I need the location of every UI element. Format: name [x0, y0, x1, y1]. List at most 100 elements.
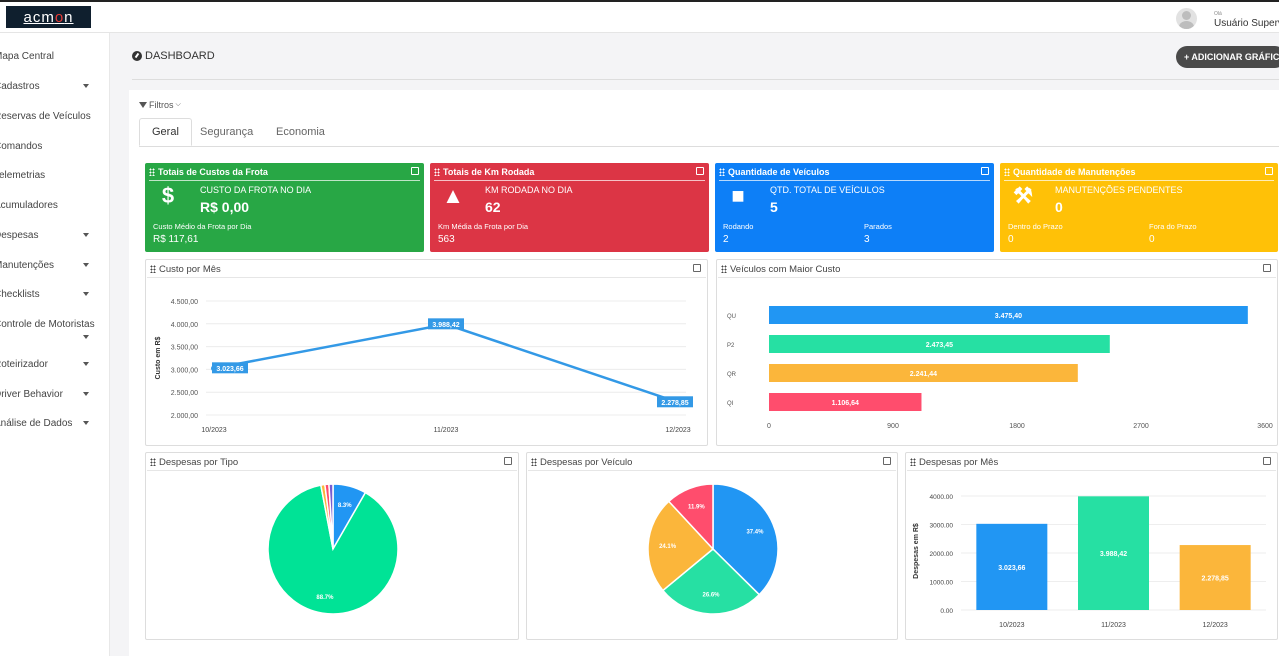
caret-down-icon [83, 233, 89, 237]
sidebar-item-2[interactable]: Reservas de Veículos [0, 111, 110, 122]
edit-icon[interactable] [696, 167, 704, 175]
bar[interactable] [769, 393, 922, 411]
edit-icon[interactable] [693, 264, 701, 272]
sidebar-item-0[interactable]: Mapa Central [0, 51, 110, 62]
bar[interactable] [1179, 545, 1251, 610]
pie-slice[interactable] [328, 483, 334, 550]
pie-slice[interactable] [267, 484, 399, 615]
sidebar-item-6[interactable]: Despesas [0, 230, 110, 241]
panel-despesas-por-veiculo: Despesas por Veículo 37.4% 26.6% 24.1% 11.9… [526, 452, 898, 640]
edit-icon[interactable] [1263, 264, 1271, 272]
tab-seguranca[interactable]: Segurança [200, 126, 254, 138]
panel-title: Custo por Mês [150, 264, 221, 275]
car-icon: ■ [731, 183, 745, 208]
sidebar-item-label: Roteirizador [0, 359, 48, 370]
sidebar-item-label: Despesas [0, 230, 39, 241]
panel-title-text: Custo por Mês [159, 264, 221, 275]
pie-slice[interactable] [661, 547, 761, 615]
series-line [213, 323, 679, 404]
edit-icon[interactable] [883, 457, 891, 465]
drag-handle-icon[interactable] [531, 458, 537, 466]
edit-icon[interactable] [981, 167, 989, 175]
sidebar-item-12[interactable]: Análise de Dados [0, 418, 110, 429]
drag-handle-icon[interactable] [1004, 168, 1010, 176]
pie-slice[interactable] [667, 483, 714, 551]
caret-down-icon [83, 263, 89, 267]
card-sub-value: 563 [438, 234, 455, 245]
y-tick-label: QR [727, 372, 737, 378]
sidebar-item-label: Comandos [0, 141, 43, 152]
sidebar-item-label: Reservas de Veículos [0, 111, 91, 122]
panel-divider [528, 470, 896, 471]
drag-handle-icon[interactable] [150, 458, 156, 466]
drag-handle-icon[interactable] [910, 458, 916, 466]
drag-handle-icon[interactable] [721, 265, 727, 273]
x-tick-label: 11/2023 [434, 427, 459, 434]
user-name[interactable]: Usuário Supervisor [1214, 18, 1279, 29]
drag-handle-icon[interactable] [434, 168, 440, 176]
sidebar-item-label: Acumuladores [0, 200, 58, 211]
y-tick-label: 4.500,00 [171, 299, 198, 306]
caret-down-icon [83, 392, 89, 396]
dollar-icon: $ [161, 183, 175, 208]
y-tick-label: 1000.00 [930, 580, 954, 587]
page-title: DASHBOARD [132, 50, 215, 62]
panel-despesas-por-mes: Despesas por Mês 0.00 1000.00 2000.00 3000.… [905, 452, 1278, 640]
bar[interactable] [769, 306, 1248, 324]
card-divider [719, 180, 990, 181]
panel-title: Despesas por Mês [910, 457, 998, 468]
tab-economia[interactable]: Economia [276, 126, 325, 138]
y-tick-label: 4.000,00 [171, 322, 198, 329]
bar[interactable] [976, 523, 1048, 610]
sidebar-item-5[interactable]: Acumuladores [0, 200, 110, 211]
sidebar-item-1[interactable]: Cadastros [0, 81, 110, 92]
panel-divider [147, 277, 706, 278]
panel-title-text: Despesas por Mês [919, 457, 999, 468]
tab-geral[interactable]: Geral [139, 118, 192, 146]
y-tick-label: QU [727, 314, 736, 320]
edit-icon[interactable] [411, 167, 419, 175]
data-label: 24.1% [659, 544, 677, 550]
sidebar-item-4[interactable]: Telemetrias [0, 170, 110, 181]
card-sub-label: Custo Médio da Frota por Dia [153, 222, 252, 231]
pie-slice[interactable] [712, 483, 779, 596]
sidebar-item-10[interactable]: Roteirizador [0, 359, 110, 370]
drag-handle-icon[interactable] [150, 265, 156, 273]
card-title-text: Totais de Custos da Frota [158, 167, 268, 177]
card-main-value: 5 [770, 199, 778, 215]
bar[interactable] [769, 364, 1078, 382]
data-label: 88.7% [316, 595, 334, 601]
y-tick-label: QI [727, 401, 734, 407]
sidebar-item-9[interactable]: Controle de Motoristas [0, 319, 110, 339]
app-logo[interactable]: acm o n [6, 6, 91, 28]
legend-mask [735, 311, 761, 423]
filter-icon [139, 102, 147, 108]
edit-icon[interactable] [1265, 167, 1273, 175]
summary-card-3: Quantidade de Manutenções ⚒ MANUTENÇÕES PE… [1000, 163, 1278, 252]
filters-toggle[interactable]: Filtros ⌵ [139, 100, 181, 110]
y-tick-label: 3.500,00 [171, 345, 198, 352]
sidebar-item-8[interactable]: Checklists [0, 289, 110, 300]
data-label: 3.475,40 [995, 313, 1022, 320]
pie-slice[interactable] [647, 500, 715, 592]
sidebar-item-3[interactable]: Comandos [0, 141, 110, 152]
add-chart-button[interactable]: + ADICIONAR GRÁFICO [1176, 46, 1279, 68]
user-avatar-icon[interactable] [1176, 8, 1197, 29]
data-label-bg [428, 318, 464, 330]
bar[interactable] [1078, 496, 1149, 610]
card-sub-value: 2 [723, 234, 729, 245]
x-tick-label: 12/2023 [665, 427, 690, 434]
sidebar-item-11[interactable]: Driver Behavior [0, 389, 110, 400]
data-label: 11.9% [688, 505, 705, 511]
drag-handle-icon[interactable] [149, 168, 155, 176]
x-tick-label: 3600 [1257, 423, 1273, 430]
card-sub-label-2: Fora do Prazo [1149, 222, 1197, 231]
edit-icon[interactable] [1263, 457, 1271, 465]
sidebar-item-7[interactable]: Manutenções [0, 260, 110, 271]
bar[interactable] [769, 335, 1110, 353]
y-axis-label: Despesas em R$ [913, 523, 920, 579]
card-main-value: 62 [485, 199, 501, 215]
panel-divider [147, 470, 517, 471]
edit-icon[interactable] [504, 457, 512, 465]
drag-handle-icon[interactable] [719, 168, 725, 176]
